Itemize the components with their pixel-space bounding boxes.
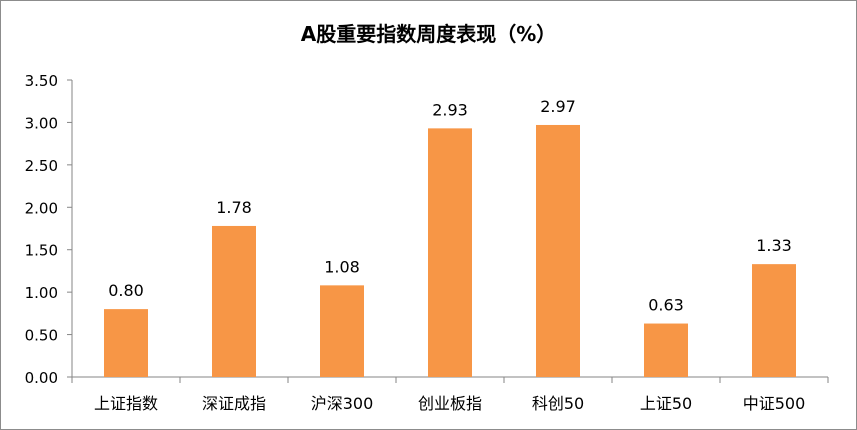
x-tick-label: 上证50 (640, 394, 692, 413)
bar-value-label: 2.93 (432, 100, 468, 119)
y-tick-label: 1.00 (25, 284, 58, 302)
x-tick-label: 沪深300 (311, 394, 374, 413)
bar-value-label: 1.78 (216, 198, 252, 217)
bar-value-label: 0.80 (108, 281, 144, 300)
y-axis: 0.00 0.50 1.00 1.50 2.00 2.50 3.00 3.50 (25, 72, 73, 387)
y-tick-label: 2.00 (25, 199, 58, 217)
y-tick-label: 3.50 (25, 72, 58, 90)
y-tick-label: 0.50 (25, 327, 58, 345)
y-tick-label: 3.00 (25, 114, 58, 132)
bar (212, 225, 256, 377)
bar-value-label: 1.33 (756, 236, 792, 255)
x-tick-label: 上证指数 (94, 394, 158, 413)
data-labels: 0.80 1.78 1.08 2.93 2.97 0.63 1.33 (108, 97, 792, 315)
bar (428, 128, 472, 377)
bar-value-label: 0.63 (648, 296, 684, 315)
bar (752, 264, 796, 377)
bar-value-label: 1.08 (324, 257, 360, 276)
x-tick-label: 创业板指 (418, 394, 482, 413)
x-tick-label: 中证500 (743, 394, 806, 413)
x-axis: 上证指数 深证成指 沪深300 创业板指 科创50 上证50 中证500 (71, 376, 829, 413)
y-tick-label: 1.50 (25, 242, 58, 260)
bar (536, 124, 580, 377)
bar (104, 309, 148, 377)
x-tick-label: 科创50 (532, 394, 584, 413)
bars (104, 124, 796, 377)
chart-title: A股重要指数周度表现（%） (300, 22, 557, 46)
bar (644, 323, 688, 377)
x-tick-label: 深证成指 (202, 394, 266, 413)
y-tick-label: 0.00 (25, 369, 58, 387)
bar (320, 285, 364, 377)
bar-value-label: 2.97 (540, 97, 576, 116)
y-tick-label: 2.50 (25, 157, 58, 175)
